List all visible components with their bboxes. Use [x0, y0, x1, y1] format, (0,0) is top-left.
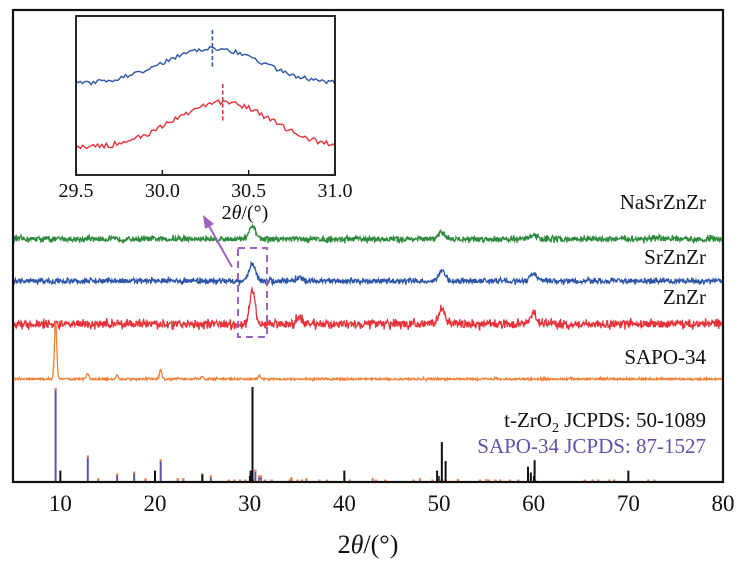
ref-weak-peak	[508, 479, 512, 482]
ref-label-zro2: t-ZrO2 JCPDS: 50-1089	[504, 408, 706, 436]
ref-weak-peak	[296, 479, 299, 482]
trace-nasrznzr	[12, 223, 724, 244]
x-axis-title: 2θ/(°)	[338, 530, 399, 559]
ref-stick-cap	[132, 471, 136, 474]
trace-srznzr	[12, 260, 724, 287]
series-label-sapo-34: SAPO-34	[624, 345, 706, 369]
ref-label-sapo34: SAPO-34 JCPDS: 87-1527	[477, 434, 706, 458]
x-tick-label: 20	[144, 491, 167, 516]
ref-weak-peak	[597, 479, 600, 482]
zoom-arrow-line	[208, 225, 233, 268]
ref-weak-peak	[591, 479, 595, 482]
x-tick-label: 10	[49, 491, 72, 516]
inset-trace-znzr	[75, 99, 336, 150]
inset-x-tick-label: 30.0	[145, 180, 180, 202]
ref-weak-peak	[384, 479, 387, 482]
ref-weak-peak	[438, 479, 442, 482]
ref-stick-cap	[159, 459, 162, 462]
ref-stick-cap	[371, 478, 374, 481]
inset-x-tick-label: 29.5	[59, 180, 94, 202]
x-tick-label: 60	[522, 491, 545, 516]
ref-weak-peak	[227, 479, 230, 482]
ref-stick-cap	[257, 475, 261, 478]
inset-trace-srznzr	[75, 45, 336, 86]
ref-weak-peak	[300, 479, 304, 482]
x-tick-label: 70	[617, 491, 640, 516]
ref-weak-peak	[412, 479, 415, 482]
inset-x-axis-title: 2θ/(°)	[222, 202, 269, 224]
x-tick-label: 50	[428, 491, 451, 516]
ref-weak-peak	[494, 479, 497, 482]
ref-weak-peak	[263, 479, 267, 482]
zoom-arrow-head	[203, 215, 214, 229]
trace-sapo-34	[12, 321, 723, 383]
ref-stick-cap	[456, 479, 460, 482]
ref-stick-cap	[182, 478, 185, 481]
ref-weak-peak	[583, 479, 586, 482]
ref-stick-cap	[115, 473, 119, 476]
ref-stick-cap	[254, 469, 257, 473]
ref-weak-peak	[478, 479, 482, 482]
inset-x-tick-label: 30.5	[231, 180, 266, 202]
ref-weak-peak	[487, 479, 491, 482]
ref-weak-peak	[517, 479, 520, 482]
ref-stick-cap	[97, 478, 100, 481]
ref-stick-cap	[485, 479, 488, 482]
ref-stick-cap	[259, 475, 263, 478]
ref-weak-peak	[498, 479, 502, 482]
ref-weak-peak	[270, 479, 274, 482]
series-label-srznzr: SrZnZr	[644, 245, 706, 269]
zoom-region-box	[237, 247, 268, 338]
ref-stick-cap	[209, 475, 213, 478]
ref-weak-peak	[374, 479, 378, 482]
ref-stick-cap	[54, 387, 57, 391]
ref-weak-peak	[612, 479, 616, 482]
inset-frame	[75, 15, 336, 176]
x-tick-label: 80	[712, 491, 735, 516]
ref-weak-peak	[325, 479, 329, 482]
ref-weak-peak	[431, 479, 434, 482]
ref-weak-peak	[238, 479, 242, 482]
x-tick-label: 40	[333, 491, 356, 516]
series-labels: NaSrZnZr SrZnZr ZnZr SAPO-34	[620, 190, 707, 369]
ref-stick-cap	[418, 478, 422, 481]
ref-stick-cap	[86, 455, 89, 458]
trace-znzr	[12, 285, 724, 332]
inset-background	[76, 16, 335, 175]
ref-weak-peak	[348, 479, 352, 482]
ref-weak-peak	[318, 479, 321, 482]
ref-stick-cap	[144, 478, 147, 481]
main-traces	[12, 223, 724, 383]
inset-x-tick-label: 31.0	[318, 180, 353, 202]
series-label-nasrznzr: NaSrZnZr	[620, 190, 706, 214]
plot-frame	[11, 8, 725, 484]
ref-weak-peak	[244, 479, 247, 482]
ref-weak-peak	[252, 479, 256, 482]
ref-weak-peak	[608, 479, 611, 482]
series-label-znzr: ZnZr	[663, 285, 706, 309]
ref-stick-cap	[290, 477, 293, 480]
ref-weak-peak	[259, 479, 262, 482]
ref-weak-peak	[653, 479, 656, 482]
ref-weak-peak	[288, 479, 291, 482]
inset-traces	[75, 30, 336, 150]
ref-weak-peak	[647, 479, 650, 482]
ref-weak-peak	[232, 479, 236, 482]
ref-stick-cap	[305, 478, 308, 481]
x-tick-label: 30	[238, 491, 261, 516]
ref-stick-cap	[176, 478, 179, 481]
inset-x-ticks: 29.5 30.0 30.5 31.0	[59, 170, 353, 202]
x-axis-ticks: 10 20 30 40 50 60 70 80	[49, 476, 735, 516]
